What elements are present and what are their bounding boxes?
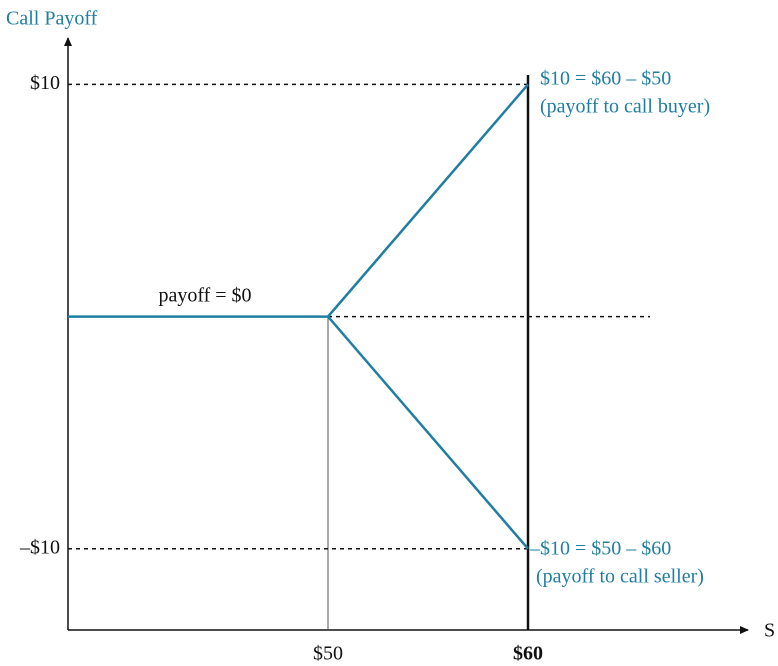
annotation: (payoff to call seller) — [536, 566, 704, 588]
y-tick-label: $10 — [30, 72, 60, 94]
annotation: (payoff to call buyer) — [540, 96, 710, 118]
y-axis-label: Call Payoff — [6, 8, 98, 30]
x-axis-label: S — [764, 620, 775, 642]
annotation: payoff = $0 — [158, 285, 251, 307]
annotation: –$10 = $50 – $60 — [529, 538, 671, 560]
y-tick-label: –$10 — [19, 536, 60, 558]
payoff-line — [68, 83, 529, 318]
annotation: $10 = $60 – $50 — [540, 68, 671, 90]
payoff-line — [327, 315, 529, 550]
x-tick-label: $60 — [513, 643, 543, 665]
x-tick-label: $50 — [313, 643, 343, 665]
